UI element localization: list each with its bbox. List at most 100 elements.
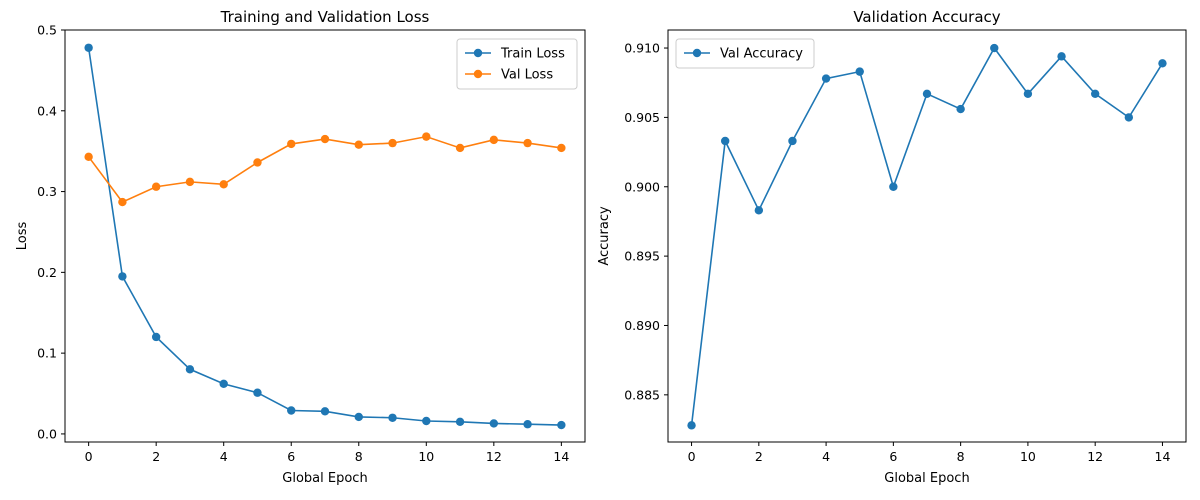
y-tick-label: 0.4: [37, 103, 57, 118]
series-line: [87, 47, 562, 426]
data-point: [388, 138, 397, 148]
data-point: [557, 143, 566, 153]
x-axis-label: Global Epoch: [884, 471, 969, 486]
chart-title: Validation Accuracy: [853, 8, 1000, 26]
y-tick-label: 0.895: [624, 249, 660, 264]
data-point: [287, 139, 296, 149]
data-point: [185, 365, 195, 374]
y-tick-label: 0.3: [37, 184, 57, 199]
legend-label: Val Accuracy: [720, 47, 803, 62]
x-tick-label: 14: [1155, 449, 1171, 464]
data-point: [84, 152, 93, 162]
data-point: [320, 134, 330, 144]
legend-marker: [473, 48, 483, 58]
x-tick-label: 10: [1020, 449, 1036, 464]
data-point: [219, 180, 228, 189]
data-point: [1023, 89, 1033, 99]
x-tick-label: 10: [418, 449, 434, 464]
data-point: [151, 332, 161, 342]
data-point: [388, 413, 397, 422]
legend-label: Val Loss: [501, 68, 553, 83]
data-point: [821, 74, 831, 83]
y-tick-label: 0.2: [37, 265, 57, 280]
data-point: [253, 388, 262, 397]
data-point: [118, 197, 127, 207]
data-point: [956, 104, 965, 114]
series-train-loss: [84, 43, 566, 430]
series-val-loss: [84, 132, 566, 207]
data-point: [151, 182, 161, 191]
y-tick-label: 0.885: [624, 387, 660, 402]
legend-label: Train Loss: [500, 47, 565, 62]
y-axis-label: Accuracy: [597, 206, 612, 266]
y-tick-label: 0.910: [624, 41, 660, 56]
data-point: [354, 140, 363, 149]
legend-item: Train Loss: [465, 47, 565, 62]
data-point: [422, 416, 431, 426]
data-point: [489, 135, 499, 145]
data-point: [557, 420, 566, 430]
data-point: [455, 417, 465, 427]
data-point: [354, 412, 363, 422]
data-point: [922, 89, 932, 99]
data-point: [1057, 52, 1066, 61]
x-tick-label: 0: [85, 449, 93, 464]
data-point: [287, 406, 296, 415]
legend: Val Accuracy: [675, 38, 815, 69]
legend: Train Loss Val Loss: [456, 38, 578, 90]
y-tick-label: 0.5: [37, 23, 57, 38]
chart-2: Validation Accuracy 0 2 4 6 8 10 12 14 0.885 0.890…: [597, 8, 1187, 486]
data-point: [720, 136, 730, 146]
y-tick-label: 0.905: [624, 110, 660, 125]
plot-frame: [64, 29, 586, 443]
data-point: [1158, 59, 1167, 68]
plot-frame: [667, 29, 1187, 443]
series-val-accuracy: [687, 43, 1167, 430]
series-line: [690, 46, 1164, 426]
x-tick-label: 8: [957, 449, 965, 464]
data-point: [253, 158, 262, 167]
data-point: [889, 182, 898, 191]
x-tick-label: 2: [755, 449, 763, 464]
legend-box: [675, 38, 815, 69]
chart-1: Training and Validation Loss 0 2 4 6 8 10 12 14 0…: [15, 8, 586, 486]
chart-title: Training and Validation Loss: [220, 8, 430, 26]
x-tick-label: 12: [1087, 449, 1103, 464]
legend-marker: [692, 48, 702, 58]
y-tick-label: 0.0: [37, 426, 57, 441]
x-tick-label: 4: [822, 449, 830, 464]
x-tick-label: 14: [553, 449, 569, 464]
x-tick-label: 0: [688, 449, 696, 464]
y-tick-label: 0.900: [624, 179, 660, 194]
legend-marker: [473, 69, 483, 79]
data-point: [118, 272, 127, 281]
data-point: [990, 43, 999, 53]
x-tick-label: 12: [486, 449, 502, 464]
series-line: [87, 135, 562, 204]
x-tick-label: 6: [287, 449, 295, 464]
data-point: [185, 177, 195, 187]
legend-box: [456, 38, 578, 90]
data-point: [1124, 113, 1134, 122]
data-point: [1090, 89, 1100, 99]
data-point: [855, 67, 864, 76]
y-axis-label: Loss: [15, 222, 30, 251]
x-tick-label: 2: [152, 449, 160, 464]
data-point: [455, 143, 465, 153]
legend-item: Val Accuracy: [684, 47, 803, 62]
data-point: [219, 379, 228, 389]
data-point: [788, 136, 797, 146]
y-tick-label: 0.890: [624, 318, 660, 333]
x-tick-label: 8: [355, 449, 363, 464]
data-point: [687, 421, 696, 430]
data-point: [320, 407, 330, 416]
data-point: [422, 132, 431, 141]
y-tick-label: 0.1: [37, 346, 57, 361]
x-tick-label: 6: [889, 449, 897, 464]
data-point: [523, 420, 532, 429]
x-axis-label: Global Epoch: [282, 471, 367, 486]
data-point: [489, 419, 499, 428]
data-point: [84, 43, 93, 52]
legend-item: Val Loss: [465, 68, 553, 83]
